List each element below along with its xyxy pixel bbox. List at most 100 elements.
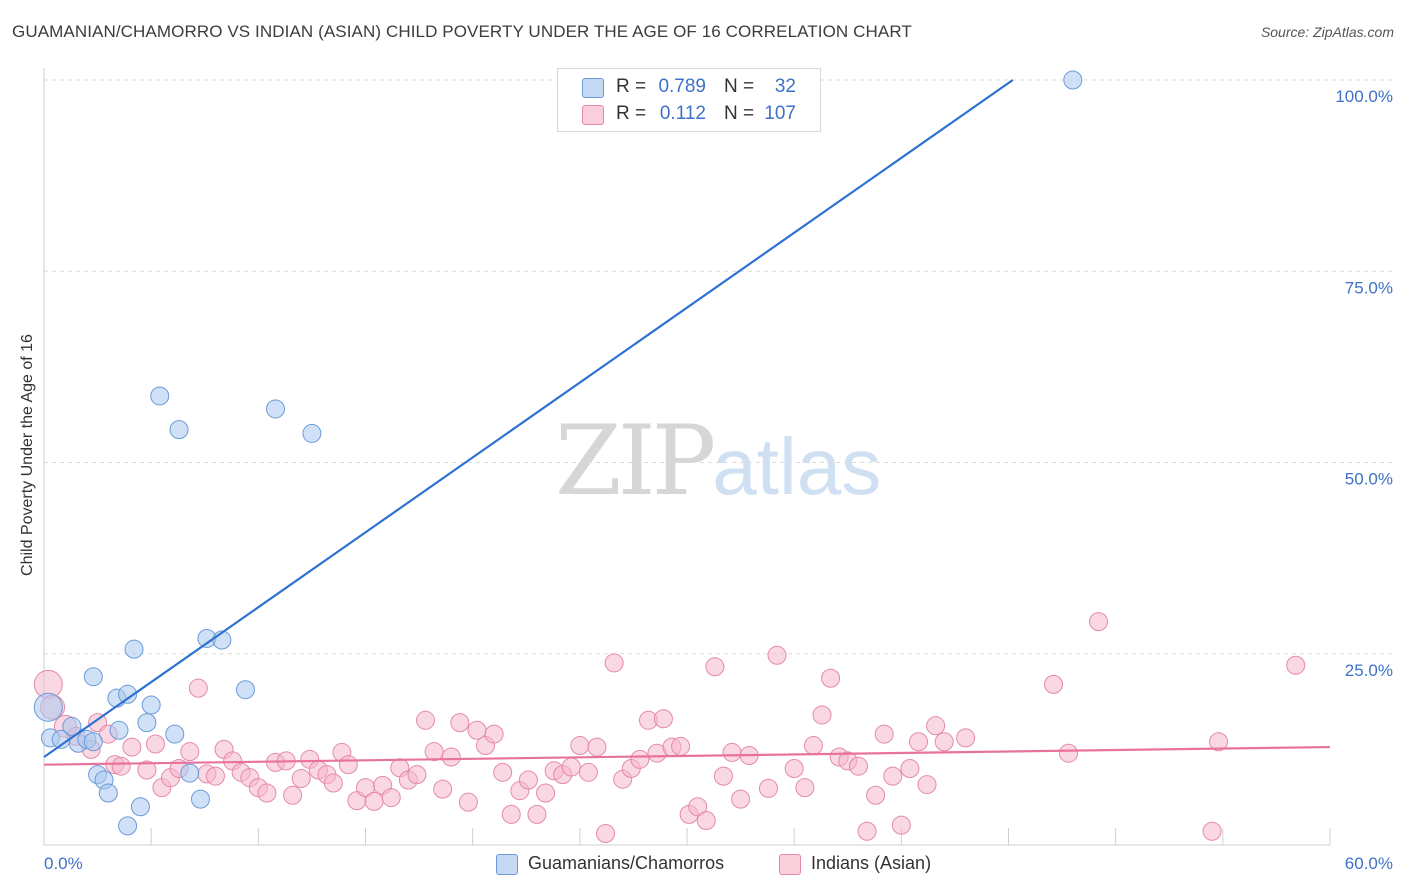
indian-point (145, 734, 165, 754)
indian-point (758, 778, 778, 798)
legend-swatch-blue (582, 78, 604, 98)
indian-point (866, 785, 886, 805)
indian-point (561, 757, 581, 777)
indian-point (604, 653, 624, 673)
guamanian-point (118, 816, 138, 836)
guamanian-point (169, 420, 189, 440)
indian-point (795, 778, 815, 798)
r-label: R = (616, 103, 647, 124)
indian-point (956, 728, 976, 748)
indian-point (1202, 821, 1222, 841)
indian-point (283, 785, 303, 805)
indian-point (364, 791, 384, 811)
indian-point (1286, 655, 1306, 675)
indian-point (848, 756, 868, 776)
indian-trend-line (43, 745, 1331, 766)
guamanian-point (98, 783, 118, 803)
source-label: Source: ZipAtlas.com (1260, 24, 1394, 40)
indian-point (705, 657, 725, 677)
legend-label: Indians (Asian) (811, 853, 932, 873)
n-label: N = (724, 103, 755, 124)
guamanian-point (302, 423, 322, 443)
indian-point (722, 742, 742, 762)
indian-point (205, 766, 225, 786)
guamanian-point (118, 684, 138, 704)
indian-point (493, 762, 513, 782)
indian-point (934, 732, 954, 752)
legend-swatch-pink (779, 854, 801, 875)
guamanian-point (150, 386, 170, 406)
indian-point (696, 811, 716, 831)
indian-point (812, 705, 832, 725)
n-value: 32 (774, 76, 796, 97)
indian-point (731, 789, 751, 809)
indian-point (188, 678, 208, 698)
guamanian-point (109, 720, 129, 740)
indian-point (767, 645, 787, 665)
n-value: 107 (764, 103, 796, 124)
indian-point (1209, 732, 1229, 752)
indian-point (458, 792, 478, 812)
y-tick-label: 25.0% (1345, 661, 1393, 680)
indian-point (137, 760, 157, 780)
indian-point (671, 736, 691, 756)
guamanian-point (124, 639, 144, 659)
indian-point (688, 797, 708, 817)
indian-point (433, 779, 453, 799)
guamanian-trend-line (43, 79, 1014, 758)
y-tick-label: 75.0% (1345, 278, 1393, 297)
guamanian-point (83, 732, 103, 752)
guamanian-point (1063, 70, 1083, 90)
watermark-zip: ZIP (555, 405, 716, 517)
indian-point (407, 765, 427, 785)
guamanian-point (137, 713, 157, 733)
legend-swatch-pink (582, 105, 604, 125)
y-tick-label: 100.0% (1335, 87, 1393, 106)
indian-point (518, 770, 538, 790)
indian-point (570, 736, 590, 756)
guamanian-point (33, 692, 63, 722)
correlation-legend: R = 0.789 N = 32 R = 0.112 N = 107 (557, 68, 821, 132)
indian-point (653, 709, 673, 729)
guamanian-point (180, 763, 200, 783)
indian-point (111, 756, 131, 776)
watermark: ZIPatlas (555, 405, 881, 517)
indian-point (900, 759, 920, 778)
legend-row-indian: R = 0.112 N = 107 (558, 100, 820, 128)
indian-point (587, 737, 607, 757)
y-tick-label: 50.0% (1345, 470, 1393, 489)
x-tick-label-min: 0.0% (44, 854, 83, 873)
indian-point (803, 736, 823, 756)
indian-point (416, 710, 436, 730)
indian-point (291, 768, 311, 788)
guamanian-point (62, 716, 82, 736)
indian-point (908, 732, 928, 752)
indian-point (424, 742, 444, 762)
n-label: N = (724, 76, 755, 97)
indian-point (630, 749, 650, 769)
r-value: 0.789 (658, 76, 706, 97)
indian-point (821, 668, 841, 688)
r-value: 0.112 (659, 103, 706, 124)
guamanian-point (235, 680, 255, 700)
chart-title: GUAMANIAN/CHAMORRO VS INDIAN (ASIAN) CHI… (12, 22, 912, 41)
indian-point (883, 766, 903, 786)
indian-point (1059, 743, 1079, 763)
guamanian-point (130, 797, 150, 817)
indian-point (926, 716, 946, 736)
indian-point (501, 804, 521, 824)
indian-point (338, 755, 358, 775)
indian-point (713, 766, 733, 786)
guamanian-point (83, 667, 103, 687)
indian-point (578, 762, 598, 782)
legend-label: Guamanians/Chamorros (528, 853, 725, 873)
guamanian-point (141, 695, 161, 715)
indian-point (180, 742, 200, 762)
r-label: R = (616, 76, 647, 97)
indian-point (874, 724, 894, 744)
indian-point (857, 821, 877, 841)
indian-point (1089, 612, 1109, 632)
indian-point (784, 759, 804, 778)
indian-point (450, 713, 470, 733)
